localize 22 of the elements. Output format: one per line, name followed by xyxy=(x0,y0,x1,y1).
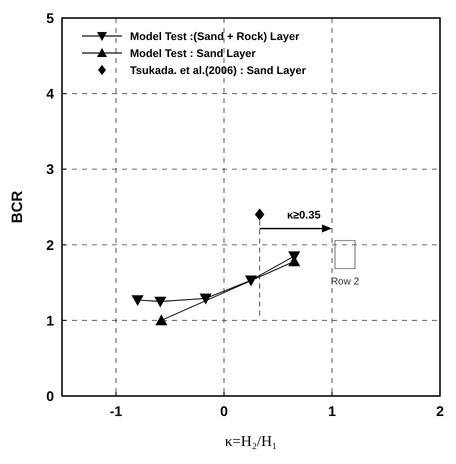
x-tick-label: 2 xyxy=(436,403,444,419)
legend-label: Model Test :(Sand + Rock) Layer xyxy=(130,31,300,43)
point xyxy=(245,276,257,286)
x-tick-label: 1 xyxy=(328,403,336,419)
annotation: Row 2 xyxy=(330,276,360,288)
annotation: κ≥0.35 xyxy=(287,210,321,222)
point xyxy=(154,296,166,308)
legend-label: Tsukada. et al.(2006) : Sand Layer xyxy=(130,65,307,77)
legend-label: Model Test : Sand Layer xyxy=(130,48,256,60)
y-tick-label: 4 xyxy=(46,86,54,102)
point xyxy=(200,294,212,304)
x-tick-label: -1 xyxy=(110,403,122,419)
y-tick-label: 0 xyxy=(46,388,54,404)
x-axis-title: κ=H₂/H₁ xyxy=(224,434,278,450)
point xyxy=(254,208,264,221)
y-tick-label: 2 xyxy=(46,236,54,253)
y-tick-label: 5 xyxy=(46,10,54,26)
y-tick-label: 1 xyxy=(46,312,54,328)
point xyxy=(132,295,144,306)
x-tick-label: 0 xyxy=(220,403,228,419)
y-tick-label: 3 xyxy=(46,161,54,178)
y-axis-title: BCR xyxy=(9,190,26,224)
